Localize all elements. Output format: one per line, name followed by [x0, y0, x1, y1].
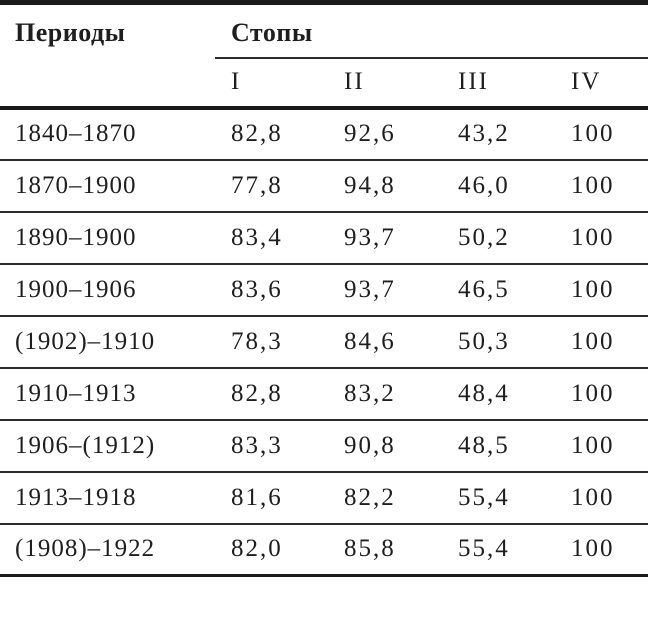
period-cell: (1908)–1922: [0, 522, 215, 576]
value-cell: 93,7: [328, 262, 442, 316]
value-cell: 81,6: [215, 470, 328, 524]
value-cell: 82,0: [215, 522, 328, 576]
value-cell: 46,0: [442, 158, 555, 212]
period-cell: 1870–1900: [0, 158, 215, 212]
period-cell: (1902)–1910: [0, 314, 215, 368]
value-cell: 100: [555, 158, 648, 212]
value-cell: 77,8: [215, 158, 328, 212]
period-cell: 1890–1900: [0, 210, 215, 264]
period-cell: 1910–1913: [0, 366, 215, 420]
column-header-foot-2: II: [328, 57, 442, 110]
value-cell: 84,6: [328, 314, 442, 368]
value-cell: 92,6: [344, 120, 396, 147]
table-row: 1840–1870 82,8 92,6 43,2 100: [0, 108, 648, 160]
value-cell: 100: [555, 366, 648, 420]
value-cell: 100: [555, 418, 648, 472]
value-cell: 100: [571, 120, 615, 147]
value-cell: 82,8: [215, 366, 328, 420]
value-cell: 83,3: [215, 418, 328, 472]
column-header-foot-3: III: [442, 57, 555, 110]
column-group-header-feet: Стопы: [215, 2, 648, 59]
value-cell: 100: [555, 522, 648, 576]
value-cell: 55,4: [442, 522, 555, 576]
period-cell: 1900–1906: [0, 262, 215, 316]
table-header-row-groups: Периоды Стопы: [0, 2, 648, 110]
value-cell: 100: [555, 210, 648, 264]
value-cell: 55,4: [442, 470, 555, 524]
value-cell: 82,8: [231, 120, 283, 147]
table-row: 1913–1918 81,6 82,2 55,4 100: [0, 470, 648, 524]
value-cell: 48,5: [442, 418, 555, 472]
table-body: 1840–1870 82,8 92,6 43,2 100 1870–1900 7…: [0, 108, 648, 576]
period-cell: 1840–1870: [15, 120, 137, 147]
period-cell: 1913–1918: [0, 470, 215, 524]
table-row: (1902)–1910 78,3 84,6 50,3 100: [0, 314, 648, 368]
value-cell: 43,2: [458, 120, 510, 147]
table-row: 1890–1900 83,4 93,7 50,2 100: [0, 210, 648, 264]
table-row: 1870–1900 77,8 94,8 46,0 100: [0, 158, 648, 212]
value-cell: 100: [555, 470, 648, 524]
value-cell: 85,8: [328, 522, 442, 576]
table-row: 1906–(1912) 83,3 90,8 48,5 100: [0, 418, 648, 472]
value-cell: 50,2: [442, 210, 555, 264]
value-cell: 94,8: [328, 158, 442, 212]
table-row: (1908)–1922 82,0 85,8 55,4 100: [0, 522, 648, 576]
value-cell: 93,7: [328, 210, 442, 264]
value-cell: 90,8: [328, 418, 442, 472]
value-cell: 83,6: [215, 262, 328, 316]
column-header-periods: Периоды: [0, 2, 215, 110]
value-cell: 50,3: [442, 314, 555, 368]
table-row: 1910–1913 82,8 83,2 48,4 100: [0, 366, 648, 420]
value-cell: 100: [555, 314, 648, 368]
column-header-foot-4: IV: [555, 57, 648, 110]
table-header: Периоды Стопы I II III IV: [0, 2, 648, 110]
value-cell: 83,2: [328, 366, 442, 420]
value-cell: 48,4: [442, 366, 555, 420]
column-header-foot-1: I: [215, 57, 328, 110]
table-row: 1900–1906 83,6 93,7 46,5 100: [0, 262, 648, 316]
table-header-row-feet: I II III IV: [0, 57, 648, 110]
value-cell: 100: [555, 262, 648, 316]
metrical-feet-table: Периоды Стопы I II III IV 1840–1870 82,8…: [0, 0, 648, 577]
value-cell: 46,5: [442, 262, 555, 316]
period-cell: 1906–(1912): [0, 418, 215, 472]
value-cell: 83,4: [215, 210, 328, 264]
value-cell: 82,2: [328, 470, 442, 524]
value-cell: 78,3: [215, 314, 328, 368]
